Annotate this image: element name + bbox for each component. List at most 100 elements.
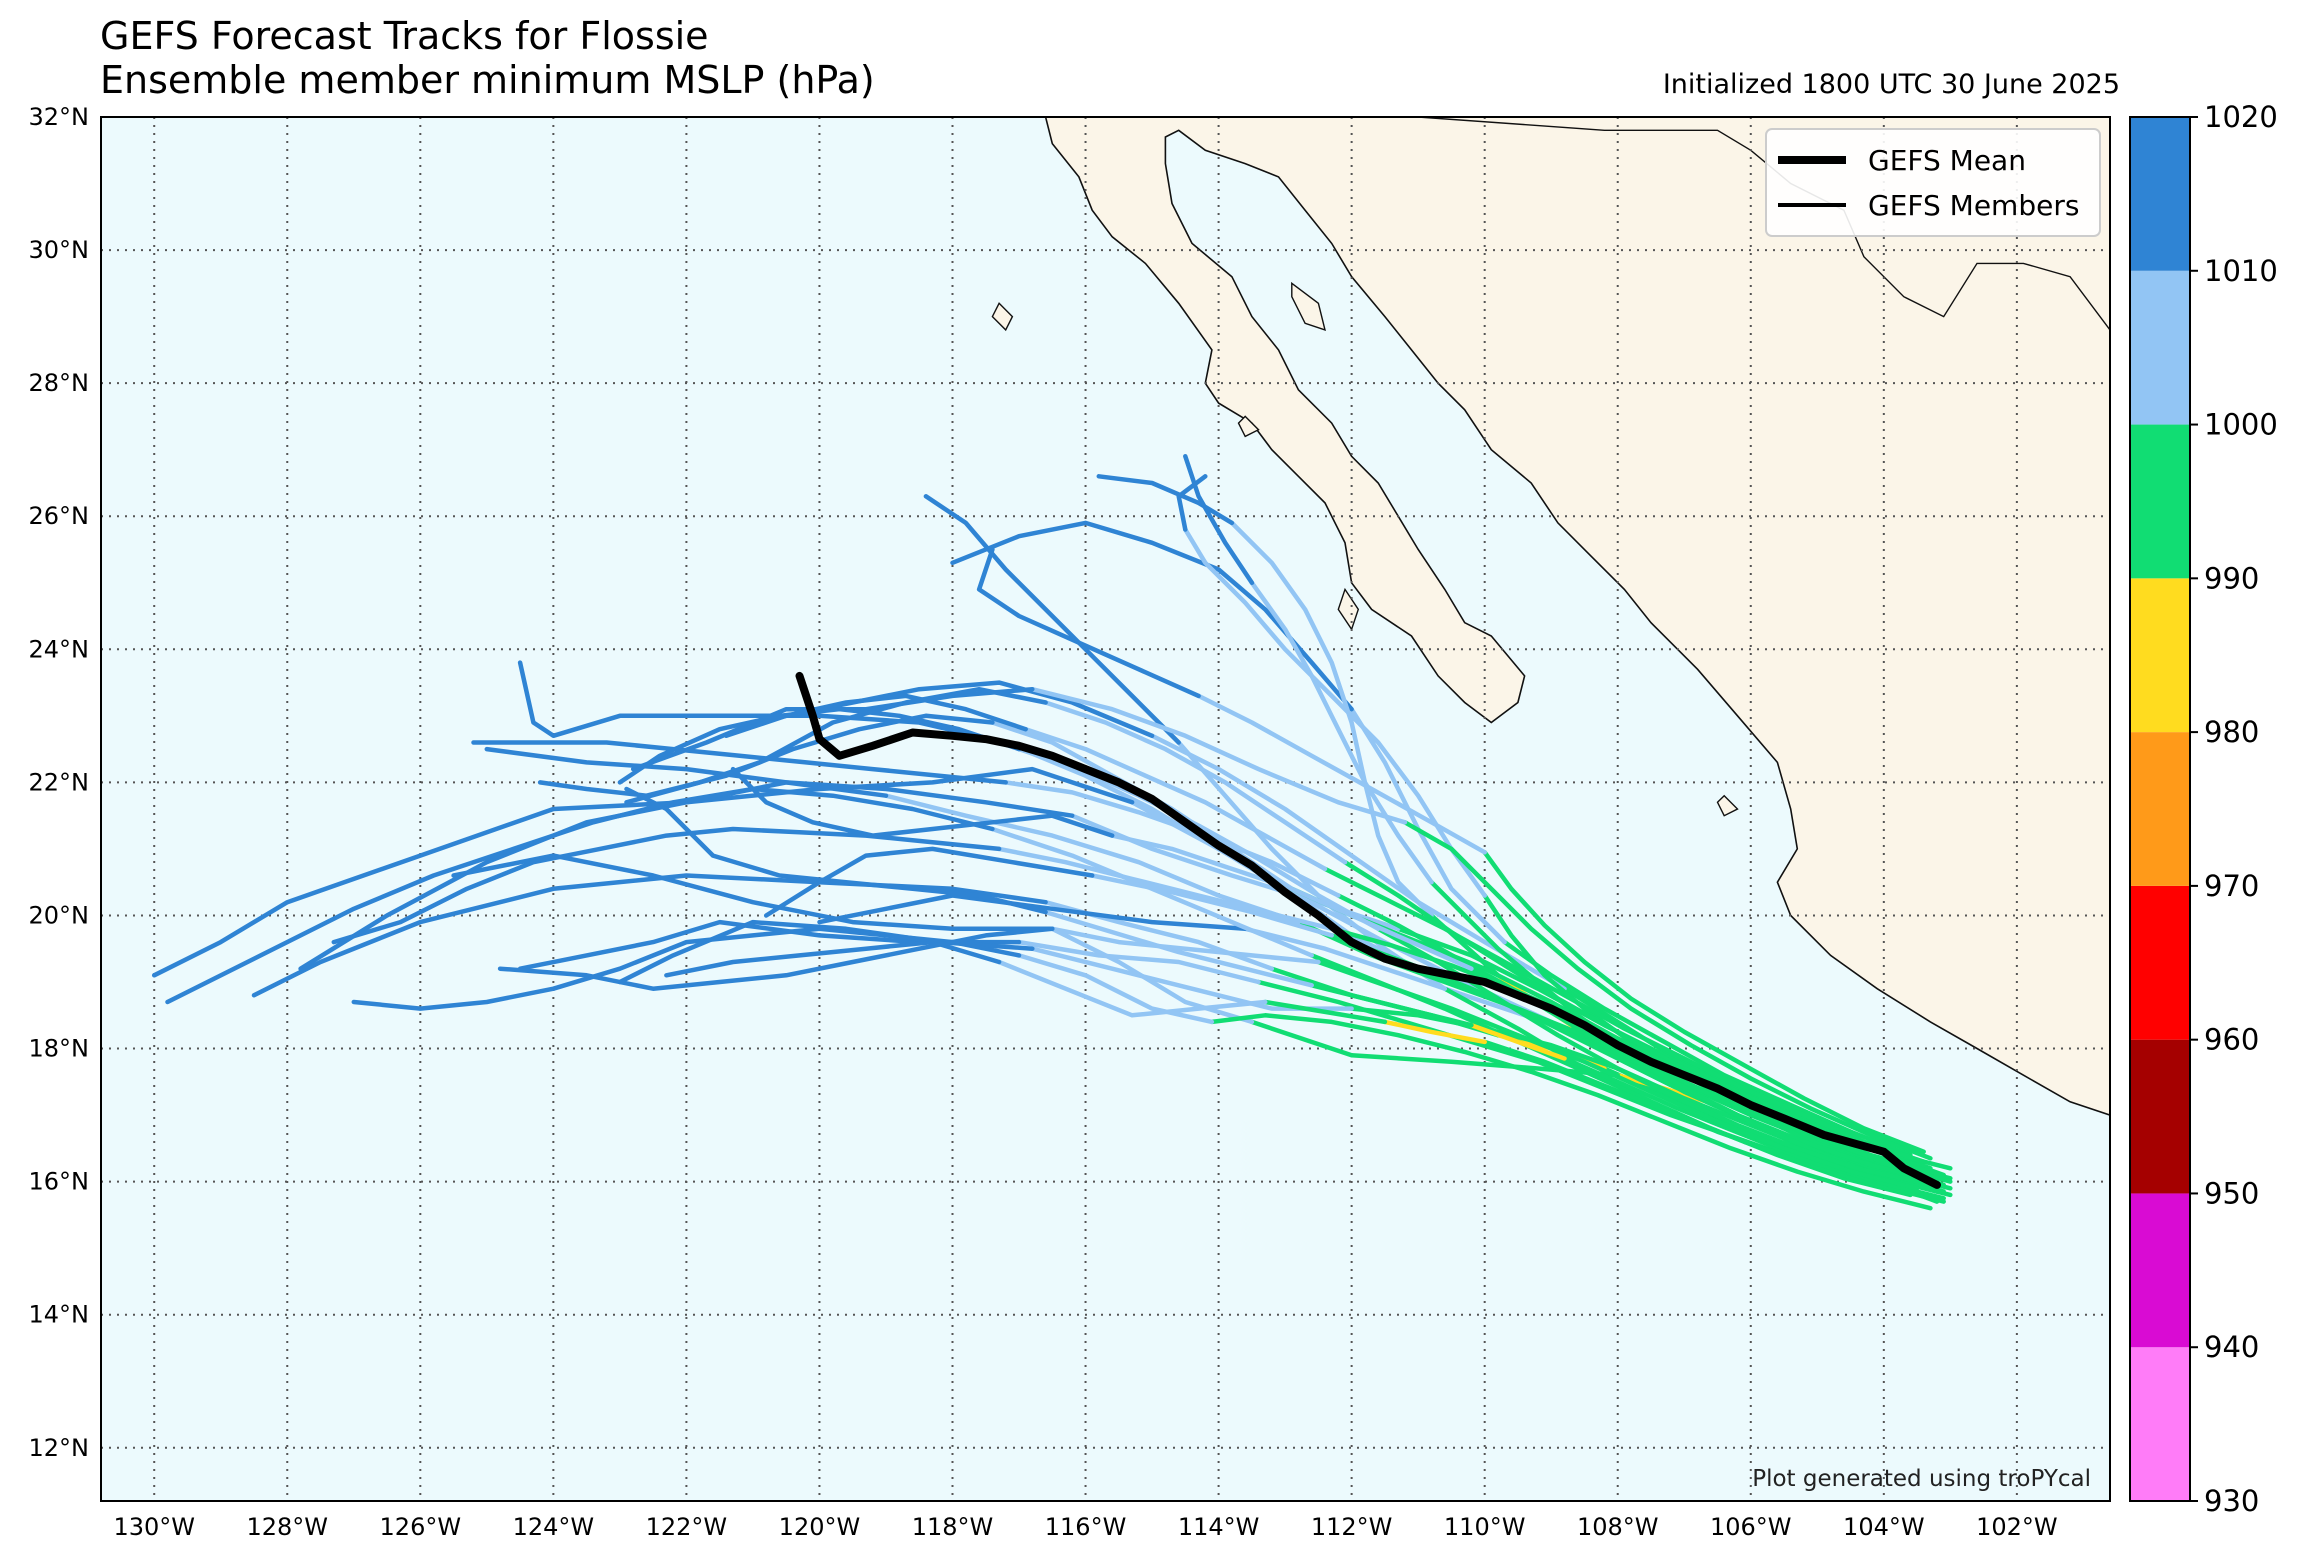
member-track-segment — [1482, 1039, 1946, 1204]
lat-tick-label: 14°N — [29, 1301, 90, 1329]
colorbar-tick-label: 1020 — [2204, 100, 2278, 134]
member-track-segment — [1016, 953, 1215, 1025]
colorbar-bin — [2130, 732, 2190, 886]
member-track-segment — [471, 740, 1008, 785]
member-track-segment — [165, 786, 995, 1005]
island — [1291, 281, 1326, 331]
member-track-segment — [1023, 726, 1328, 872]
lat-tick-label: 26°N — [29, 502, 90, 530]
lon-tick-label: 112°W — [1311, 1513, 1393, 1541]
lat-tick-label: 24°N — [29, 635, 90, 663]
chart-subtitle: Ensemble member minimum MSLP (hPa) — [100, 58, 875, 102]
member-track-segment — [1262, 999, 1388, 1025]
colorbar-bin — [2130, 1193, 2190, 1348]
member-track-segment — [1242, 926, 1567, 1031]
member-track-segment — [1043, 909, 1314, 988]
mean-track — [795, 671, 1941, 1189]
lat-tick-label: 30°N — [29, 236, 90, 264]
lon-tick-label: 114°W — [1178, 1513, 1260, 1541]
legend-mean-label: GEFS Mean — [1868, 144, 2026, 177]
member-track-segment — [923, 494, 1181, 745]
member-track-segment — [151, 766, 1135, 978]
colorbar-tick-label: 990 — [2204, 561, 2259, 595]
lat-tick-label: 22°N — [29, 768, 90, 796]
lat-tick-label: 28°N — [29, 369, 90, 397]
member-track-segment — [1183, 527, 1487, 898]
lat-tick-label: 16°N — [29, 1168, 90, 1196]
lon-tick-label: 116°W — [1045, 1513, 1127, 1541]
legend-box — [1765, 128, 2101, 237]
member-track-segment — [1382, 1019, 1487, 1045]
member-track-segment — [763, 846, 1095, 918]
member-track-segment — [730, 766, 1115, 838]
lat-tick-label: 20°N — [29, 901, 90, 929]
land — [1045, 117, 2110, 1116]
colorbar-tick-label: 980 — [2204, 715, 2259, 749]
gridlines — [101, 117, 2110, 1501]
colorbar-bin — [2130, 578, 2190, 733]
member-track-segment — [1309, 983, 1474, 1028]
member-track-segment — [1469, 1022, 1567, 1061]
member-track-segment — [996, 846, 1334, 932]
member-track-segment — [1249, 580, 1434, 885]
member-track-segment — [724, 693, 1028, 739]
axis-tick-labels: 130°W 128°W 126°W 124°W 122°W 120°W 118°W 116°W… — [29, 103, 2058, 1541]
map-layers — [101, 117, 2110, 1501]
member-track-segment — [1322, 866, 1926, 1164]
lon-tick-label: 130°W — [113, 1513, 195, 1541]
member-track-segment — [351, 926, 1022, 1011]
member-track-segment — [1096, 474, 1235, 526]
member-track-segment — [883, 793, 1301, 925]
lat-tick-label: 12°N — [29, 1434, 90, 1462]
member-track-segment — [1089, 873, 1334, 938]
lon-tick-label: 104°W — [1843, 1513, 1925, 1541]
lon-tick-label: 128°W — [246, 1513, 328, 1541]
lon-tick-label: 120°W — [779, 1513, 861, 1541]
member-track-segment — [1043, 700, 1348, 865]
island — [1716, 794, 1739, 817]
member-track-segment — [251, 873, 1048, 998]
colorbar-tick-label: 1000 — [2204, 408, 2278, 442]
credit-label: Plot generated using troPYcal — [1752, 1466, 2091, 1492]
colorbar-bin — [2130, 1039, 2190, 1194]
member-track-segment — [950, 520, 1354, 712]
legend: GEFS Mean GEFS Members — [1765, 128, 2101, 237]
lon-tick-label: 124°W — [513, 1513, 595, 1541]
colorbar-tick-label: 1010 — [2204, 254, 2278, 288]
coastline — [1044, 117, 2110, 1116]
member-track-segment — [1209, 1013, 1933, 1211]
member-track-segment — [1030, 686, 1408, 825]
member-track-segment — [1196, 693, 1487, 855]
lat-tick-label: 32°N — [29, 103, 90, 131]
colorbar: 930 940 950 960 970 980 990 1000 1010 1020 — [2129, 100, 2278, 1518]
member-track-segment — [1316, 959, 1920, 1191]
member-track-segment — [1502, 939, 1913, 1158]
member-track-segment — [1050, 926, 1321, 965]
member-track-segment — [624, 786, 1048, 915]
colorbar-bin — [2130, 270, 2190, 425]
colorbar-tick-label: 960 — [2204, 1023, 2259, 1057]
colorbar-bin — [2130, 117, 2190, 271]
lon-tick-label: 118°W — [912, 1513, 994, 1541]
lon-tick-label: 110°W — [1444, 1513, 1526, 1541]
lon-tick-label: 102°W — [1976, 1513, 2058, 1541]
lon-tick-label: 108°W — [1577, 1513, 1659, 1541]
colorbar-frame — [2129, 116, 2191, 1502]
colorbar-tick-label: 950 — [2204, 1176, 2259, 1210]
member-track-segment — [1016, 939, 1261, 985]
map-plot-area — [100, 116, 2111, 1502]
map-frame — [100, 116, 2111, 1502]
member-track-segment — [1109, 833, 1474, 971]
member-track-segment — [1229, 520, 1434, 918]
colorbar-bin — [2130, 885, 2190, 1040]
legend-members-label: GEFS Members — [1868, 189, 2079, 222]
lon-tick-label: 126°W — [380, 1513, 462, 1541]
member-track-segment — [331, 826, 1002, 945]
country-border — [1418, 117, 2110, 331]
member-tracks — [151, 454, 1953, 1211]
member-track-segment — [1003, 780, 1341, 898]
member-track-segment — [996, 959, 1268, 1018]
member-track-segment — [1149, 733, 1567, 991]
member-track-segment — [1482, 850, 1926, 1154]
